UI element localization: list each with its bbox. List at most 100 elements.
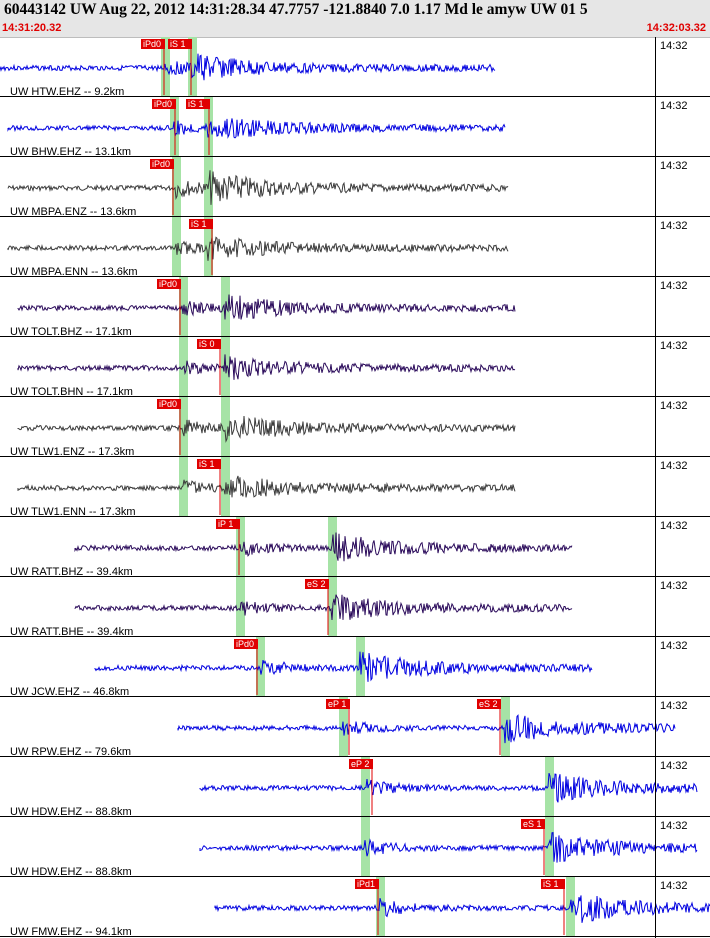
station-label: UW RATT.BHZ -- 39.4km <box>10 566 133 578</box>
pick-label-box[interactable] <box>157 399 181 409</box>
pick-label-box[interactable] <box>477 699 501 709</box>
pick-label: iPd0 <box>152 159 170 169</box>
station-label: UW TOLT.BHN -- 17.1km <box>10 386 133 398</box>
trace-time-label: 14:32 <box>660 340 688 352</box>
trace-time-label: 14:32 <box>660 760 688 772</box>
station-label: UW FMW.EHZ -- 94.1km <box>10 926 132 938</box>
pick-label: iPd1 <box>357 879 375 889</box>
trace-time-label: 14:32 <box>660 160 688 172</box>
waveform-trace <box>17 294 516 320</box>
trace-row[interactable]: iPd1 iS 1 UW FMW.EHZ -- 94.1km 14:32 <box>0 877 710 938</box>
station-label: UW HDW.EHZ -- 88.8km <box>10 866 132 878</box>
waveform-trace <box>17 354 516 380</box>
pick-label-box[interactable] <box>541 879 565 889</box>
end-time-label: 14:32:03.32 <box>646 22 706 34</box>
station-label: UW RPW.EHZ -- 79.6km <box>10 746 131 758</box>
trace-row[interactable]: iPd0 UW TOLT.BHZ -- 17.1km 14:32 <box>0 277 710 338</box>
pick-label: iS 1 <box>199 459 215 469</box>
pick-label-box[interactable] <box>326 699 350 709</box>
trace-row[interactable]: iS 1 UW TLW1.ENN -- 17.3km 14:32 <box>0 457 710 518</box>
pick-label: iPd0 <box>159 399 177 409</box>
waveform-trace <box>17 415 516 443</box>
trace-row[interactable]: iS 1 UW MBPA.ENN -- 13.6km 14:32 <box>0 217 710 278</box>
pick-label-box[interactable] <box>186 99 210 109</box>
pick-label: iPd0 <box>236 639 254 649</box>
s-pick-window <box>221 397 230 457</box>
pick-label-box[interactable] <box>521 819 545 829</box>
waveform-trace <box>74 532 573 562</box>
station-label: UW MBPA.ENZ -- 13.6km <box>10 206 136 218</box>
s-pick-window <box>545 757 554 817</box>
s-pick-window <box>188 37 197 97</box>
trace-row[interactable]: eS 2 UW RATT.BHE -- 39.4km 14:32 <box>0 577 710 638</box>
station-label: UW JCW.EHZ -- 46.8km <box>10 686 129 698</box>
pick-label-box[interactable] <box>197 339 221 349</box>
pick-label: iS 1 <box>543 879 559 889</box>
trace-row[interactable]: iPd0 iS 1 UW BHW.EHZ -- 13.1km 14:32 <box>0 97 710 158</box>
pick-label: iPd0 <box>154 99 172 109</box>
pick-label: iS 1 <box>170 39 186 49</box>
trace-time-label: 14:32 <box>660 820 688 832</box>
trace-time-label: 14:32 <box>660 640 688 652</box>
waveform-trace <box>74 594 573 621</box>
trace-time-label: 14:32 <box>660 220 688 232</box>
trace-time-label: 14:32 <box>660 520 688 532</box>
pick-label: eS 1 <box>523 819 542 829</box>
pick-label-box[interactable] <box>305 579 329 589</box>
waveform-trace <box>7 236 509 261</box>
trace-row[interactable]: eS 1 UW HDW.EHZ -- 88.8km 14:32 <box>0 817 710 878</box>
trace-time-label: 14:32 <box>660 280 688 292</box>
pick-label-box[interactable] <box>141 39 165 49</box>
trace-row[interactable]: eP 2 UW HDW.EHZ -- 88.8km 14:32 <box>0 757 710 818</box>
station-label: UW TOLT.BHZ -- 17.1km <box>10 326 132 338</box>
pick-label-box[interactable] <box>234 639 258 649</box>
trace-row[interactable]: iPd0 UW TLW1.ENZ -- 17.3km 14:32 <box>0 397 710 458</box>
trace-row[interactable]: iPd0 UW JCW.EHZ -- 46.8km 14:32 <box>0 637 710 698</box>
trace-time-label: 14:32 <box>660 880 688 892</box>
trace-time-label: 14:32 <box>660 460 688 472</box>
p-pick-window <box>172 157 181 217</box>
trace-row[interactable]: iPd0 UW MBPA.ENZ -- 13.6km 14:32 <box>0 157 710 218</box>
pick-label: iS 1 <box>191 219 207 229</box>
pick-label: iS 0 <box>199 339 215 349</box>
pick-label-box[interactable] <box>216 519 240 529</box>
trace-time-label: 14:32 <box>660 100 688 112</box>
pick-label: eP 2 <box>351 759 369 769</box>
pick-label: iPd0 <box>159 279 177 289</box>
station-label: UW MBPA.ENN -- 13.6km <box>10 266 138 278</box>
p-pick-window <box>179 457 188 517</box>
station-label: UW BHW.EHZ -- 13.1km <box>10 146 131 158</box>
pick-label-box[interactable] <box>152 99 176 109</box>
pick-label-box[interactable] <box>150 159 174 169</box>
pick-label: iPd0 <box>143 39 161 49</box>
waveform-trace <box>177 714 676 744</box>
pick-label-box[interactable] <box>168 39 192 49</box>
waveform-trace <box>17 475 516 498</box>
waveform-trace <box>199 831 698 863</box>
waveform-trace <box>7 170 509 205</box>
trace-row[interactable]: eP 1 eS 2 UW RPW.EHZ -- 79.6km 14:32 <box>0 697 710 758</box>
s-pick-window <box>545 817 554 877</box>
event-header: 60443142 UW Aug 22, 2012 14:31:28.34 47.… <box>0 0 710 38</box>
trace-time-label: 14:32 <box>660 580 688 592</box>
s-pick-window <box>204 217 213 277</box>
pick-label-box[interactable] <box>349 759 373 769</box>
trace-time-label: 14:32 <box>660 40 688 52</box>
station-label: UW TLW1.ENN -- 17.3km <box>10 506 136 518</box>
station-label: UW TLW1.ENZ -- 17.3km <box>10 446 134 458</box>
pick-label: iP 1 <box>218 519 233 529</box>
pick-label-box[interactable] <box>197 459 221 469</box>
pick-label: eP 1 <box>328 699 346 709</box>
waveform-trace <box>214 895 710 923</box>
trace-row[interactable]: iPd0 iS 1 UW HTW.EHZ -- 9.2km 14:32 <box>0 37 710 98</box>
trace-row[interactable]: iS 0 UW TOLT.BHN -- 17.1km 14:32 <box>0 337 710 398</box>
pick-label-box[interactable] <box>157 279 181 289</box>
station-label: UW RATT.BHE -- 39.4km <box>10 626 133 638</box>
station-label: UW HTW.EHZ -- 9.2km <box>10 86 124 98</box>
trace-time-label: 14:32 <box>660 400 688 412</box>
pick-label-box[interactable] <box>189 219 213 229</box>
pick-label-box[interactable] <box>355 879 379 889</box>
station-label: UW HDW.EHZ -- 88.8km <box>10 806 132 818</box>
trace-row[interactable]: iP 1 UW RATT.BHZ -- 39.4km 14:32 <box>0 517 710 578</box>
